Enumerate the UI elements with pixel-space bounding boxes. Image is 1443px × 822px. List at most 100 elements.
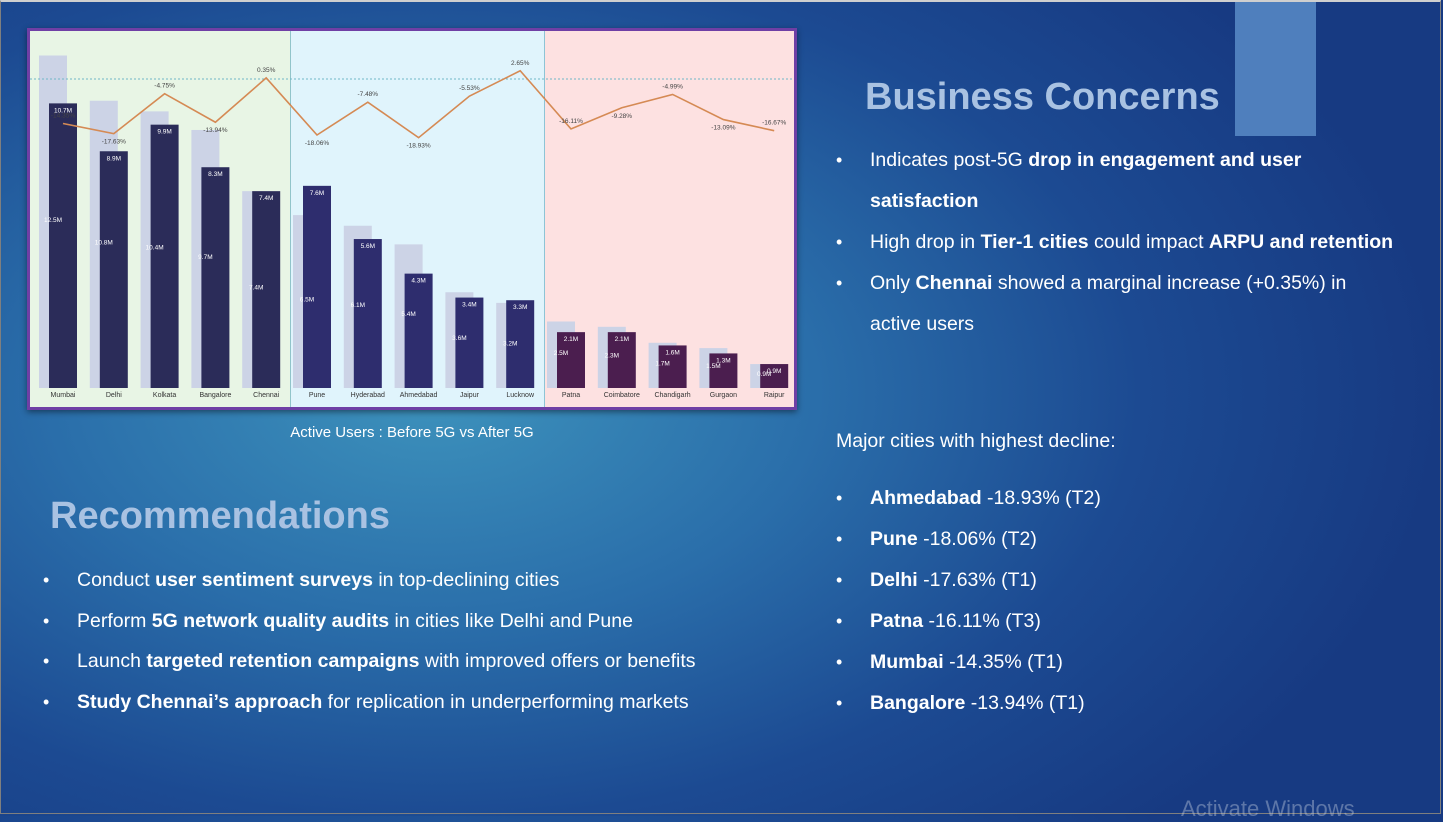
- decline-item: Bangalore -13.94% (T1): [836, 683, 1396, 724]
- bar-after-5g: [557, 332, 585, 388]
- before-value-label: 5.4M: [401, 311, 415, 318]
- after-value-label: 2.1M: [615, 336, 629, 343]
- bar-after-5g: [506, 300, 535, 388]
- change-value-label: -16.11%: [559, 118, 583, 125]
- x-tick-label: Chennai: [253, 392, 280, 399]
- change-value-label: -5.53%: [459, 85, 480, 92]
- recommendations-title: Recommendations: [50, 495, 390, 537]
- x-tick-label: Pune: [309, 392, 325, 399]
- before-value-label: 2.5M: [554, 350, 568, 357]
- concerns-list: Indicates post-5G drop in engagement and…: [836, 140, 1396, 345]
- after-value-label: 3.3M: [513, 304, 527, 311]
- x-tick-label: Raipur: [764, 392, 785, 399]
- change-value-label: -17.63%: [102, 139, 126, 146]
- concern-item-3: Only Chennai showed a marginal increase …: [836, 263, 1396, 345]
- x-tick-label: Lucknow: [506, 392, 535, 399]
- bar-after-5g: [150, 124, 179, 388]
- bar-after-5g: [303, 185, 331, 388]
- after-value-label: 2.1M: [564, 336, 578, 343]
- decline-intro: Major cities with highest decline:: [836, 430, 1116, 452]
- decline-item: Pune -18.06% (T2): [836, 519, 1396, 560]
- bar-after-5g: [99, 151, 128, 388]
- bar-after-5g: [607, 332, 636, 388]
- after-value-label: 1.3M: [716, 357, 730, 364]
- decline-item: Delhi -17.63% (T1): [836, 560, 1396, 601]
- change-value-label: -4.99%: [662, 83, 683, 90]
- before-value-label: 7.4M: [249, 285, 263, 292]
- bar-after-5g: [709, 353, 738, 388]
- after-value-label: 7.6M: [310, 190, 324, 197]
- before-value-label: 3.6M: [452, 335, 466, 342]
- before-value-label: 1.5M: [706, 363, 720, 370]
- decline-item: Patna -16.11% (T3): [836, 601, 1396, 642]
- x-tick-label: Kolkata: [153, 392, 176, 399]
- change-value-label: -7.48%: [357, 91, 378, 98]
- recommendation-item: Conduct user sentiment surveys in top-de…: [43, 560, 803, 601]
- after-value-label: 8.9M: [107, 155, 121, 162]
- accent-rectangle: [1235, 2, 1316, 136]
- recommendation-item: Launch targeted retention campaigns with…: [43, 641, 803, 682]
- change-value-label: -13.94%: [203, 127, 227, 134]
- before-value-label: 6.5M: [300, 297, 314, 304]
- chart-caption: Active Users : Before 5G vs After 5G: [290, 424, 534, 441]
- bar-after-5g: [404, 273, 433, 388]
- before-value-label: 0.9M: [757, 371, 771, 378]
- change-value-label: -18.93%: [406, 143, 430, 150]
- after-value-label: 9.9M: [157, 129, 171, 136]
- recommendations-list: Conduct user sentiment surveys in top-de…: [43, 560, 803, 722]
- before-value-label: 6.1M: [351, 302, 365, 309]
- x-tick-label: Ahmedabad: [400, 392, 438, 399]
- change-line: [62, 69, 775, 139]
- x-tick-label: Bangalore: [199, 392, 231, 399]
- change-value-label: -18.06%: [305, 140, 329, 147]
- bar-after-5g: [49, 103, 77, 388]
- business-concerns-title: Business Concerns: [865, 76, 1220, 118]
- change-value-label: -14.35%: [51, 112, 75, 119]
- x-tick-label: Chandigarh: [654, 392, 690, 399]
- change-value-label: 0.35%: [257, 67, 276, 74]
- after-value-label: 5.6M: [361, 243, 375, 250]
- x-tick-label: Coimbatore: [604, 392, 640, 399]
- after-value-label: 1.6M: [665, 349, 679, 356]
- before-value-label: 9.7M: [198, 254, 212, 261]
- before-value-label: 10.4M: [146, 245, 164, 252]
- bar-after-5g: [201, 167, 230, 388]
- after-value-label: 7.4M: [259, 195, 273, 202]
- x-tick-label: Gurgaon: [710, 392, 737, 399]
- bar-after-5g: [353, 239, 382, 388]
- decline-item: Mumbai -14.35% (T1): [836, 642, 1396, 683]
- concern-item-1: Indicates post-5G drop in engagement and…: [836, 140, 1396, 222]
- change-value-label: -13.09%: [711, 125, 735, 132]
- x-tick-label: Patna: [562, 392, 580, 399]
- x-tick-label: Hyderabad: [351, 392, 385, 399]
- change-value-label: 2.65%: [511, 60, 530, 67]
- bar-after-5g: [252, 191, 281, 388]
- active-users-chart: 10.7M 12.5M Mumbai 8.9M 10.8M Delhi 9.9M 10.4M K…: [27, 28, 797, 410]
- bar-after-5g: [658, 345, 687, 388]
- decline-list: Ahmedabad -18.93% (T2) Pune -18.06% (T2)…: [836, 478, 1396, 724]
- before-value-label: 10.8M: [95, 239, 113, 246]
- change-value-label: -16.67%: [762, 120, 786, 127]
- x-tick-label: Mumbai: [51, 392, 76, 399]
- before-value-label: 12.5M: [44, 217, 62, 224]
- recommendation-item: Perform 5G network quality audits in cit…: [43, 601, 803, 642]
- bar-after-5g: [760, 364, 789, 388]
- x-tick-label: Delhi: [106, 392, 122, 399]
- after-value-label: 4.3M: [411, 278, 425, 285]
- recommendation-item: Study Chennai’s approach for replication…: [43, 682, 803, 723]
- after-value-label: 0.9M: [767, 368, 781, 375]
- after-value-label: 8.3M: [208, 171, 222, 178]
- before-value-label: 1.7M: [655, 360, 669, 367]
- x-tick-label: Jaipur: [460, 392, 480, 399]
- change-value-label: -9.28%: [611, 113, 632, 120]
- chart-svg: 10.7M 12.5M Mumbai 8.9M 10.8M Delhi 9.9M 10.4M K…: [30, 31, 794, 407]
- concern-item-2: High drop in Tier-1 cities could impact …: [836, 222, 1396, 263]
- after-value-label: 3.4M: [462, 302, 476, 309]
- activate-windows-watermark: Activate Windows: [1181, 796, 1355, 821]
- after-value-label: 10.7M: [54, 107, 72, 114]
- before-value-label: 3.2M: [503, 340, 517, 347]
- before-value-label: 2.3M: [605, 352, 619, 359]
- change-value-label: -4.75%: [154, 83, 175, 90]
- bar-after-5g: [455, 297, 484, 388]
- decline-item: Ahmedabad -18.93% (T2): [836, 478, 1396, 519]
